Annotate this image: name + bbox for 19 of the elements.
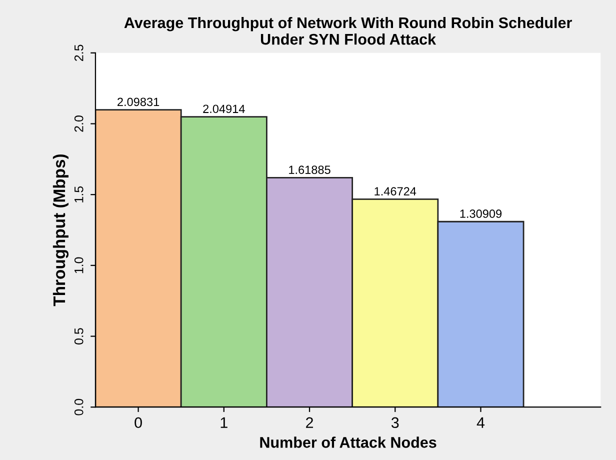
data-label: 1.30909 — [460, 210, 502, 218]
y-tick-label: 1.0 — [74, 257, 84, 274]
x-tick-label: 1 — [220, 417, 228, 428]
data-label: 2.09831 — [118, 98, 160, 106]
y-tick-label: 0.5 — [74, 328, 84, 344]
chart-title: Average Throughput of Network With Round Robin Scheduler Under SYN Flood Attack — [124, 16, 572, 45]
x-tick-label: 2 — [306, 417, 313, 428]
x-tick-label: 3 — [391, 417, 399, 428]
data-label: 2.04914 — [203, 104, 245, 114]
y-tick-label: 1.5 — [74, 186, 84, 202]
data-label: 1.61885 — [289, 166, 330, 174]
y-tick-label: 0.0 — [74, 398, 84, 416]
data-label: 1.46724 — [374, 187, 416, 196]
y-axis-title: Throughput (Mbps) — [52, 154, 69, 306]
y-tick-label: 2.0 — [74, 116, 84, 132]
x-tick-label: 0 — [134, 417, 142, 428]
y-tick-label: 2.5 — [74, 44, 84, 61]
x-tick-label: 4 — [476, 417, 485, 428]
x-axis-title: Number of Attack Nodes — [260, 436, 436, 448]
